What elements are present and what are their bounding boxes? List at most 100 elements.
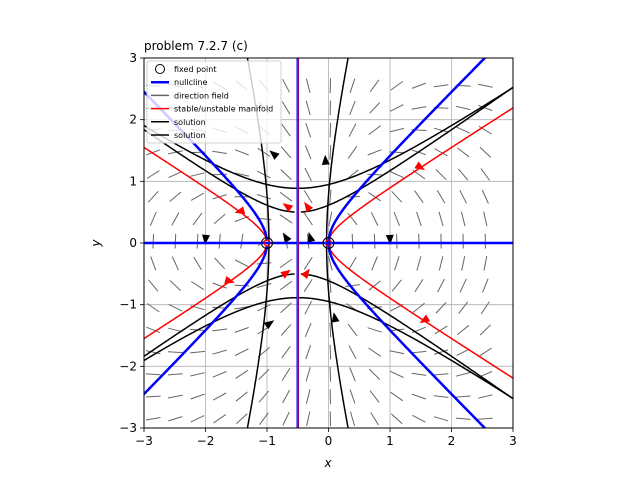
direction-segment xyxy=(305,389,311,404)
direction-segment xyxy=(168,171,183,179)
direction-segment xyxy=(411,82,426,89)
direction-segment xyxy=(457,324,470,335)
direction-segment xyxy=(167,373,183,376)
direction-segment xyxy=(329,366,332,382)
direction-segment xyxy=(414,190,424,204)
direction-segment xyxy=(145,350,161,355)
direction-segment xyxy=(458,301,469,314)
legend-box xyxy=(146,60,282,144)
direction-segment xyxy=(348,123,357,137)
direction-segment xyxy=(348,345,357,359)
direction-segment xyxy=(258,390,270,403)
direction-segment xyxy=(171,256,179,271)
direction-segment xyxy=(280,324,292,336)
direction-segment xyxy=(458,168,469,181)
direction-segment xyxy=(370,212,379,226)
direction-segment xyxy=(167,351,183,354)
direction-segment xyxy=(279,214,293,224)
direction-segment xyxy=(149,211,157,226)
direction-segment xyxy=(461,255,466,271)
direction-segment xyxy=(393,211,400,226)
direction-segment xyxy=(305,100,311,116)
direction-segment xyxy=(349,100,356,115)
solution-arrow xyxy=(321,154,330,165)
direction-segment xyxy=(389,127,405,133)
direction-segment xyxy=(146,149,161,156)
plot-area: −3 −2 −1 0 1 2 3 −3 −2 −1 0 1 2 3 xyxy=(119,51,517,448)
direction-segment xyxy=(282,78,290,93)
direction-segment xyxy=(169,191,182,202)
direction-segment xyxy=(174,233,177,249)
direction-segment xyxy=(214,257,226,270)
manifold-arrow xyxy=(282,203,294,213)
direction-segment xyxy=(369,102,381,114)
direction-segment xyxy=(481,189,489,204)
fixed-point-inner xyxy=(263,239,271,247)
solution-arrow xyxy=(385,234,394,245)
direction-segment xyxy=(235,369,249,379)
direction-segment xyxy=(257,170,271,179)
direction-segment xyxy=(434,325,448,335)
direction-segment xyxy=(150,256,157,271)
direction-segment xyxy=(190,372,205,377)
direction-segment xyxy=(389,104,404,112)
direction-segment xyxy=(234,172,250,177)
direction-segment xyxy=(479,324,491,336)
direction-segment xyxy=(171,212,180,226)
direction-segment xyxy=(306,411,311,427)
direction-segment xyxy=(389,350,405,355)
direction-segment xyxy=(436,190,446,204)
direction-segment xyxy=(190,192,205,201)
direction-segment xyxy=(168,416,183,422)
direction-segment xyxy=(168,303,183,312)
direction-segment xyxy=(482,278,489,293)
direction-segment xyxy=(305,367,311,382)
direction-segment xyxy=(212,392,227,401)
direction-segment xyxy=(369,79,380,92)
chart-title: problem 7.2.7 (c) xyxy=(144,39,248,53)
direction-segment xyxy=(478,104,493,112)
direction-segment xyxy=(349,367,356,382)
y-tick-label: 2 xyxy=(129,113,137,127)
direction-segment xyxy=(456,126,471,134)
direction-segment xyxy=(479,146,492,158)
solution-arrow xyxy=(307,232,316,243)
direction-segment xyxy=(304,322,312,337)
direction-segment xyxy=(304,145,312,160)
direction-segment xyxy=(303,256,313,270)
direction-segment xyxy=(146,326,161,334)
legend: fixed point nullcline direction field stabl… xyxy=(146,60,282,144)
direction-segment xyxy=(390,413,403,425)
y-tick-label: 1 xyxy=(129,174,137,188)
direction-segment xyxy=(433,127,449,133)
direction-segment xyxy=(368,192,382,202)
direction-segment xyxy=(305,122,312,138)
direction-segment xyxy=(480,168,491,181)
direction-segment xyxy=(438,211,444,227)
direction-segment xyxy=(370,412,379,426)
direction-field xyxy=(145,78,493,427)
direction-segment xyxy=(351,233,354,249)
solution-curve xyxy=(300,86,513,400)
direction-segment xyxy=(258,368,270,380)
direction-segment xyxy=(368,125,381,136)
direction-segment xyxy=(368,280,381,291)
y-axis-label: y xyxy=(89,239,103,248)
direction-segment xyxy=(282,389,291,404)
direction-segment xyxy=(394,256,400,271)
direction-segment xyxy=(411,350,427,354)
direction-segment xyxy=(281,345,291,359)
legend-label: solution xyxy=(174,118,206,127)
direction-segment xyxy=(192,212,203,226)
direction-segment xyxy=(435,302,447,314)
legend-label: solution xyxy=(174,131,206,140)
direction-segment xyxy=(256,194,272,200)
manifold-arrow xyxy=(234,206,246,215)
direction-segment xyxy=(367,173,383,176)
direction-segment xyxy=(416,256,422,271)
direction-segment xyxy=(279,191,293,202)
direction-segment xyxy=(389,370,404,378)
direction-segment xyxy=(369,368,381,380)
direction-segment xyxy=(483,211,488,227)
direction-segment xyxy=(391,279,402,292)
